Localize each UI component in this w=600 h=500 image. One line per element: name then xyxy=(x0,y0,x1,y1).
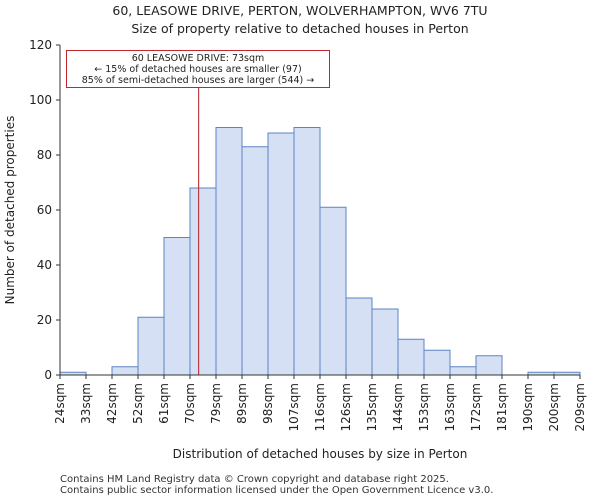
histogram-bar xyxy=(293,127,321,376)
x-tick-label: 200sqm xyxy=(547,383,561,431)
x-tick-label: 42sqm xyxy=(105,383,119,424)
x-tick-label: 153sqm xyxy=(417,383,431,431)
y-tick-label: 120 xyxy=(29,38,52,52)
chart-title-line1: 60, LEASOWE DRIVE, PERTON, WOLVERHAMPTON… xyxy=(112,3,488,18)
histogram-bar xyxy=(215,127,243,376)
y-tick-label: 40 xyxy=(37,258,52,272)
x-tick-label: 116sqm xyxy=(313,383,327,431)
footer-line2: Contains public sector information licen… xyxy=(60,485,494,496)
histogram-bar xyxy=(423,349,451,376)
chart-title-line2: Size of property relative to detached ho… xyxy=(131,21,469,36)
x-tick-label: 181sqm xyxy=(495,383,509,431)
histogram-bar xyxy=(267,132,295,376)
footer-line1: Contains HM Land Registry data © Crown c… xyxy=(60,474,449,485)
histogram-bar xyxy=(449,366,477,376)
histogram-bar xyxy=(371,308,399,376)
histogram-bar xyxy=(397,338,425,376)
y-tick-label: 80 xyxy=(37,148,52,162)
x-tick-label: 89sqm xyxy=(235,383,249,424)
x-tick-label: 70sqm xyxy=(183,383,197,424)
x-tick-label: 79sqm xyxy=(209,383,223,424)
x-tick-label: 126sqm xyxy=(339,383,353,431)
histogram-bar xyxy=(111,366,139,376)
y-axis-title: Number of detached properties xyxy=(3,116,17,305)
x-tick-label: 24sqm xyxy=(53,383,67,424)
x-tick-label: 52sqm xyxy=(131,383,145,424)
y-tick-label: 60 xyxy=(37,203,52,217)
annotation-line1: 60 LEASOWE DRIVE: 73sqm xyxy=(131,53,265,64)
x-tick-label: 172sqm xyxy=(469,383,483,431)
x-tick-label: 61sqm xyxy=(157,383,171,424)
x-tick-label: 135sqm xyxy=(365,383,379,431)
histogram-bar xyxy=(241,146,269,376)
histogram-chart: 0 20 40 60 80 100 120 24sqm 33sqm 42sqm 52sqm 61sqm… xyxy=(3,38,587,461)
histogram-bar xyxy=(345,297,373,376)
x-tick-label: 144sqm xyxy=(391,383,405,431)
histogram-bar xyxy=(137,316,165,376)
histogram-bar xyxy=(475,355,503,376)
x-tick-label: 163sqm xyxy=(443,383,457,431)
histogram-bar xyxy=(163,237,191,376)
histogram-bar xyxy=(319,206,347,376)
x-tick-label: 98sqm xyxy=(261,383,275,424)
x-tick-label: 209sqm xyxy=(573,383,587,431)
annotation-line2: ← 15% of detached houses are smaller (97… xyxy=(94,64,302,75)
x-tick-label: 107sqm xyxy=(287,383,301,431)
y-tick-label: 100 xyxy=(29,93,52,107)
x-tick-label: 190sqm xyxy=(521,383,535,431)
y-tick-label: 0 xyxy=(44,368,52,382)
property-annotation-box: 60 LEASOWE DRIVE: 73sqm ← 15% of detache… xyxy=(66,50,330,88)
annotation-line3: 85% of semi-detached houses are larger (… xyxy=(81,75,315,86)
histogram-bar xyxy=(189,187,217,376)
x-axis-title: Distribution of detached houses by size … xyxy=(173,447,468,461)
y-tick-label: 20 xyxy=(37,313,52,327)
x-tick-label: 33sqm xyxy=(79,383,93,424)
